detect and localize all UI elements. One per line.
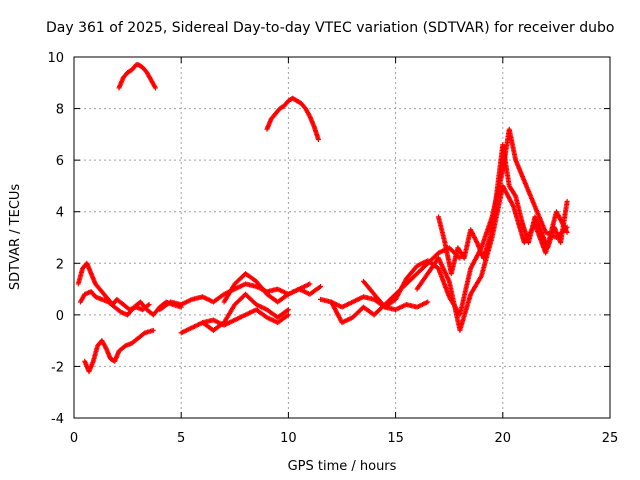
x-axis-label: GPS time / hours xyxy=(288,459,397,474)
series-arc-e xyxy=(82,327,156,375)
y-tick-label: -4 xyxy=(51,412,64,427)
data-point xyxy=(457,255,463,261)
plot-frame xyxy=(73,56,611,419)
data-point xyxy=(146,302,152,308)
y-tick-label: 2 xyxy=(56,257,64,272)
y-tick-label: 8 xyxy=(56,103,64,118)
data-points xyxy=(75,62,570,375)
series-arc-i xyxy=(221,271,313,305)
x-tick-label: 20 xyxy=(495,431,512,446)
series-arc-m xyxy=(414,183,570,333)
data-point xyxy=(564,198,570,204)
x-tick-label: 25 xyxy=(602,431,619,446)
series-arc-b xyxy=(264,95,321,143)
y-axis-label: SDTVAR / TECUs xyxy=(8,184,23,291)
data-point xyxy=(152,85,158,91)
y-tick-label: 0 xyxy=(56,309,64,324)
data-point xyxy=(425,299,431,305)
axis-ticks: 0 5 10 15 20 25 -4 -2 0 2 4 6 8 10 xyxy=(47,51,618,446)
data-point xyxy=(315,137,321,143)
y-tick-label: -2 xyxy=(51,360,64,375)
series-arc-a xyxy=(116,62,158,91)
y-tick-label: 10 xyxy=(47,51,64,66)
data-point xyxy=(285,307,291,313)
series-arc-g xyxy=(178,307,291,336)
y-tick-label: 4 xyxy=(56,206,64,221)
data-point xyxy=(318,283,324,289)
data-point xyxy=(285,312,291,318)
data-point xyxy=(150,327,156,333)
data-point xyxy=(564,229,570,235)
x-tick-label: 15 xyxy=(387,431,404,446)
x-tick-label: 0 xyxy=(70,431,78,446)
x-tick-label: 5 xyxy=(177,431,185,446)
series-arc-n xyxy=(435,142,570,277)
series-arc-h xyxy=(200,291,291,333)
chart-title: Day 361 of 2025, Sidereal Day-to-day VTE… xyxy=(46,20,614,36)
x-tick-label: 10 xyxy=(280,431,297,446)
y-tick-label: 6 xyxy=(56,154,64,169)
data-point xyxy=(307,281,313,287)
